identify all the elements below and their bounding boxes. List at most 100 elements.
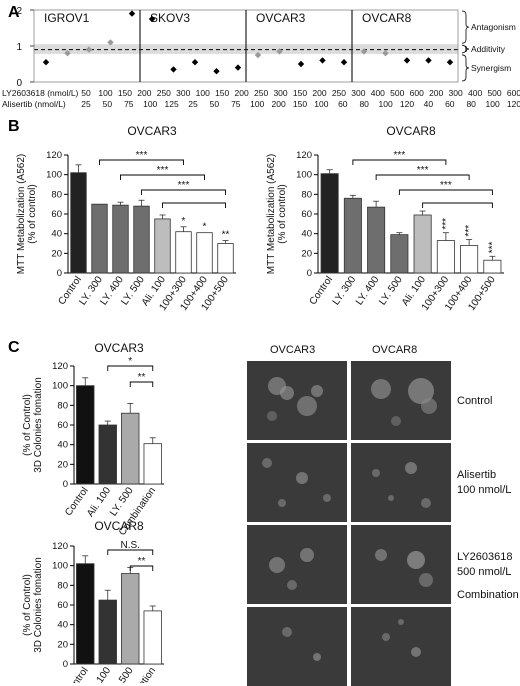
y-axis-label: (% of control) bbox=[277, 184, 288, 243]
bar bbox=[367, 206, 386, 274]
micro-col-ovcar8: OVCAR8 bbox=[372, 344, 418, 356]
ci-point bbox=[276, 48, 283, 55]
ci-point bbox=[128, 10, 136, 17]
bar bbox=[436, 240, 455, 274]
micro-col-ovcar3: OVCAR3 bbox=[270, 344, 316, 356]
bracket-label: * bbox=[128, 356, 132, 367]
chart-title: OVCAR3 bbox=[127, 124, 177, 138]
bracket-label: ** bbox=[138, 372, 146, 383]
significance-bracket bbox=[352, 159, 447, 165]
bar bbox=[91, 203, 108, 274]
ali-dose-value: 75 bbox=[124, 99, 134, 109]
y-tick-label: 20 bbox=[57, 639, 68, 650]
significance-star: *** bbox=[441, 218, 452, 230]
ly-dose-value: 300 bbox=[273, 88, 287, 98]
ali-dose-value: 150 bbox=[293, 99, 307, 109]
ly-dose-value: 400 bbox=[371, 88, 385, 98]
y-tick-label: 100 bbox=[52, 381, 68, 392]
ci-point bbox=[446, 59, 454, 66]
significance-star: *** bbox=[487, 242, 498, 254]
bar bbox=[112, 204, 129, 274]
y-tick-label: 40 bbox=[301, 229, 312, 240]
ali-dose-value: 100 bbox=[486, 99, 500, 109]
y-tick-label: 0 bbox=[307, 268, 312, 279]
ali-dose-value: 80 bbox=[466, 99, 476, 109]
ly-dose-value: 500 bbox=[390, 88, 404, 98]
micro-row-alisertib: Alisertib 100 nmol/L bbox=[457, 469, 512, 496]
ly-dose-value: 250 bbox=[157, 88, 171, 98]
y-tick-label: 120 bbox=[52, 541, 68, 552]
significance-bracket bbox=[129, 381, 154, 387]
y-tick-label: 0 bbox=[63, 479, 68, 490]
ci-point bbox=[148, 15, 156, 23]
ly-dose-value: 250 bbox=[332, 88, 346, 98]
panel-b-letter: B bbox=[8, 118, 20, 135]
y-tick-label: 20 bbox=[51, 248, 62, 259]
micrograph-ovcar8-ly bbox=[351, 525, 451, 604]
ali-dose-value: 125 bbox=[165, 99, 179, 109]
bar bbox=[390, 234, 409, 274]
ali-dose-value: 100 bbox=[143, 99, 157, 109]
bar bbox=[98, 424, 117, 485]
bracket-label: *** bbox=[394, 150, 406, 161]
band-brace bbox=[461, 44, 470, 54]
band-label: Synergism bbox=[471, 63, 511, 73]
ci-point bbox=[234, 64, 242, 71]
micrograph-ovcar8-alisertib bbox=[351, 443, 451, 522]
cell-line-label: IGROV1 bbox=[44, 11, 90, 25]
y-axis-label: (% of Control) bbox=[22, 394, 33, 456]
bracket-label: ** bbox=[138, 556, 146, 567]
ly-dose-value: 200 bbox=[429, 88, 443, 98]
significance-star: * bbox=[203, 222, 207, 233]
ali-dose-value: 120 bbox=[400, 99, 414, 109]
y-tick-label: 100 bbox=[296, 170, 312, 181]
y-tick-label: 0 bbox=[57, 268, 62, 279]
significance-bracket bbox=[120, 174, 205, 180]
ci-point bbox=[42, 59, 50, 66]
y-axis-label: (% of control) bbox=[27, 184, 38, 243]
ci-point bbox=[360, 48, 368, 55]
ci-point bbox=[170, 66, 177, 73]
significance-bracket bbox=[129, 565, 154, 571]
significance-bracket bbox=[141, 189, 226, 195]
ali-dose-value: 120 bbox=[507, 99, 520, 109]
cell-line-label: OVCAR3 bbox=[256, 11, 306, 25]
ci-point bbox=[64, 50, 71, 57]
micrograph-ovcar8-combination bbox=[351, 607, 451, 686]
significance-bracket bbox=[375, 174, 470, 180]
bracket-label: *** bbox=[136, 150, 148, 161]
micrograph-ovcar3-alisertib bbox=[247, 443, 347, 522]
y-tick-label: 20 bbox=[301, 248, 312, 259]
micrograph-ovcar8-control bbox=[351, 361, 451, 440]
y-tick-label: 80 bbox=[301, 189, 312, 200]
y-axis-label: MTT Metabolization (A562) bbox=[266, 154, 277, 274]
y-axis-label: MTT Metabolization (A562) bbox=[16, 154, 27, 274]
y-tick-label: 40 bbox=[57, 440, 68, 451]
panel-b-ovcar3-chart: OVCAR3 0 20 40 60 80 100 120 MTT Metabolization … bbox=[16, 124, 236, 313]
micro-row-ly: LY2603618 500 nmol/L bbox=[457, 551, 513, 578]
y-tick-label: 2 bbox=[16, 6, 22, 17]
ci-point bbox=[254, 51, 262, 59]
ly-dose-value: 300 bbox=[176, 88, 190, 98]
bar bbox=[196, 232, 213, 274]
bar bbox=[154, 218, 171, 274]
bracket-label: N.S. bbox=[121, 540, 140, 551]
panel-a-letter: A bbox=[8, 4, 20, 21]
ci-point bbox=[213, 68, 220, 75]
bar bbox=[460, 245, 479, 274]
bar bbox=[343, 197, 362, 274]
panel-a-plot: 2 1 0 IGROV1 SKOV3 OVCAR3 OVCAR8 Antagonism Addi… bbox=[2, 6, 520, 109]
bar bbox=[121, 573, 140, 665]
band-label: Antagonism bbox=[471, 22, 516, 32]
micro-row-control: Control bbox=[457, 395, 493, 407]
bar bbox=[413, 214, 432, 274]
band-brace bbox=[461, 10, 470, 44]
y-tick-label: 60 bbox=[301, 209, 312, 220]
y-axis-label: (% of Control) bbox=[22, 574, 33, 636]
bar bbox=[175, 231, 192, 274]
bar bbox=[217, 243, 234, 274]
ly-dose-value: 150 bbox=[118, 88, 132, 98]
ali-dose-value: 100 bbox=[314, 99, 328, 109]
ly-dose-value: 150 bbox=[293, 88, 307, 98]
